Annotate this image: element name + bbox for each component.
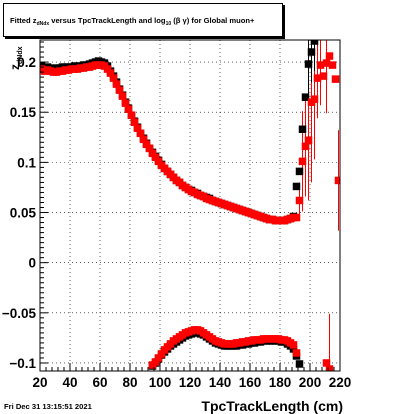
data-point-red	[151, 358, 160, 366]
x-tick-label: 220	[329, 375, 352, 390]
x-tick-label: 80	[122, 375, 137, 390]
title-beta-gamma: (β γ)	[173, 16, 190, 25]
data-point-red	[142, 140, 151, 149]
x-tick-label: 20	[32, 375, 47, 390]
title-z: z	[32, 16, 37, 25]
x-axis-label: TpcTrackLength (cm)	[201, 398, 343, 414]
y-tick-label: 0.1	[17, 155, 36, 170]
x-tick-label: 200	[299, 375, 322, 390]
title-z-sub: dNdx	[36, 21, 50, 27]
data-point-red	[124, 105, 133, 113]
y-tick-label: 0	[28, 256, 36, 271]
x-tick-label: 140	[209, 375, 232, 390]
x-tick-label: 180	[269, 375, 292, 390]
x-tick-label: 40	[62, 375, 77, 390]
y-tick-label: 0.2	[17, 55, 36, 70]
data-point-red	[304, 136, 313, 145]
data-point-red	[322, 359, 331, 367]
y-axis-label: zdNdx	[8, 46, 24, 70]
data-point-black	[307, 48, 316, 56]
y-tick-label: 0.15	[10, 105, 37, 120]
data-point-red	[154, 157, 163, 166]
data-point-red	[295, 196, 304, 205]
data-point-red	[292, 213, 301, 222]
data-point-red	[289, 341, 298, 349]
data-point-red	[109, 74, 118, 82]
data-point-red	[298, 157, 307, 166]
y-tick-label: 0.05	[10, 206, 37, 221]
svg-text:zdNdx: zdNdx	[8, 46, 24, 70]
data-point-red	[118, 92, 127, 100]
data-point-red	[145, 144, 154, 153]
data-point-black	[295, 167, 304, 176]
data-point-red	[325, 52, 334, 60]
data-point-red	[112, 80, 121, 88]
data-point-black	[292, 182, 301, 191]
timestamp: Fri Dec 31 13:15:51 2021	[4, 402, 92, 411]
data-point-red	[319, 72, 328, 80]
data-point-red	[310, 95, 319, 103]
title-suffix: for Global muon+	[191, 16, 255, 25]
data-point-black	[310, 40, 319, 45]
title-log-sub: 10	[165, 21, 172, 27]
data-point-red	[334, 176, 340, 185]
axes: 20 40 60 80 100 120 140 160 180 200 220 −0.1 −0.05 0 0…	[2, 41, 352, 390]
data-point-black	[301, 93, 310, 101]
data-point-red	[325, 365, 334, 371]
data-points	[40, 40, 340, 371]
data-point-red	[331, 75, 340, 83]
data-point-red	[154, 354, 163, 362]
x-tick-label: 160	[239, 375, 262, 390]
data-point-red	[316, 61, 325, 69]
data-point-red	[328, 61, 337, 69]
data-point-red	[121, 99, 130, 107]
x-tick-label: 100	[149, 375, 172, 390]
data-point-black	[298, 125, 307, 134]
data-point-red	[148, 149, 157, 158]
data-point-red	[157, 350, 166, 358]
data-point-red	[115, 86, 124, 94]
data-point-red	[151, 153, 160, 162]
y-tick-label: −0.05	[2, 306, 37, 321]
grid	[39, 40, 341, 371]
plot-title: Fitted zdNdx versus TpcTrackLength and l…	[10, 16, 255, 27]
data-point-black	[295, 360, 304, 368]
title-prefix: Fitted	[10, 16, 31, 25]
data-point-red	[106, 69, 115, 77]
title-box: Fitted zdNdx versus TpcTrackLength and l…	[3, 3, 283, 37]
x-tick-label: 120	[179, 375, 202, 390]
y-axis-label-sub: dNdx	[17, 46, 24, 64]
data-point-red	[133, 124, 142, 133]
data-point-red	[313, 74, 322, 82]
x-tick-label: 60	[92, 375, 107, 390]
data-point-red	[292, 349, 301, 357]
data-point-red	[139, 135, 148, 144]
data-point-black	[304, 60, 313, 68]
data-point-red	[130, 118, 139, 126]
data-point-red	[136, 129, 145, 138]
data-point-red	[301, 142, 310, 151]
y-tick-label: −0.1	[9, 356, 36, 371]
plot-frame	[39, 39, 341, 372]
title-mid: versus TpcTrackLength and log	[51, 16, 166, 25]
data-point-black	[289, 345, 298, 353]
y-axis-label-symbol: z	[8, 64, 22, 70]
data-point-red	[103, 65, 112, 73]
data-point-red	[127, 111, 136, 119]
data-point-red	[322, 59, 331, 67]
